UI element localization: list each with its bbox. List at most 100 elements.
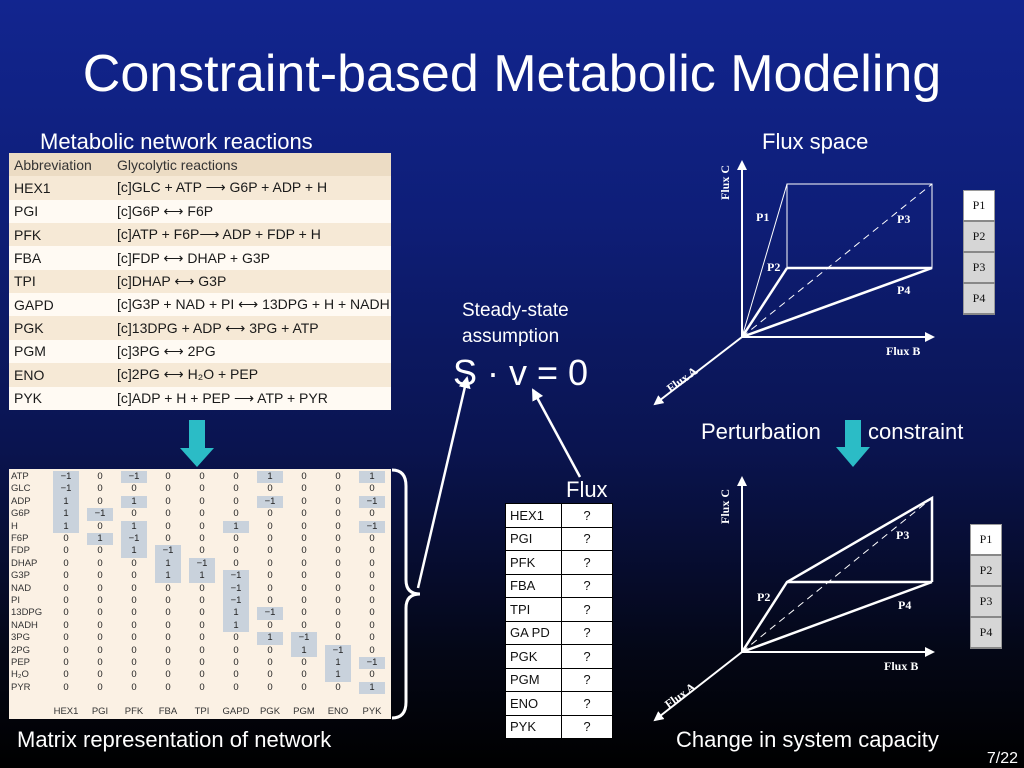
flux-row: PGI? [505, 526, 613, 551]
matrix-reaction-label: PGM [293, 706, 315, 718]
flux-reaction-name: PFK [505, 550, 562, 575]
matrix-cell: 0 [233, 545, 239, 557]
matrix-cell: 0 [267, 681, 273, 693]
matrix-highlight [291, 632, 317, 645]
matrix-highlight [223, 619, 249, 633]
point-legend-bottom: P1 P2 P3 P4 [970, 524, 1002, 649]
stoichiometric-matrix: ATP −1 0 −1 0 0 0 1 0 0 1 GLC −1 0 0 0 0 0 0 0 0 0 ADP 1 0 1 0 0 0 −1… [9, 469, 391, 719]
flux-reaction-name: PGM [505, 667, 562, 692]
matrix-highlight [257, 632, 283, 645]
matrix-highlight [359, 657, 385, 670]
matrix-cell: 0 [131, 657, 137, 668]
matrix-cell: 1 [165, 557, 171, 569]
matrix-highlight [121, 471, 147, 484]
matrix-cell: 1 [131, 520, 137, 532]
matrix-cell: 0 [267, 644, 273, 656]
matrix-reaction-label: PFK [124, 706, 144, 718]
matrix-highlight [223, 595, 249, 608]
matrix-metabolite-label: NAD [11, 582, 32, 594]
matrix-metabolite-label: H [11, 520, 18, 532]
reaction-row: HEX1 [c]GLC + ATP ⟶ G6P + ADP + H [9, 176, 391, 200]
flux-space-plot-bottom [653, 476, 935, 722]
brace-icon [391, 468, 421, 720]
matrix-highlight [189, 570, 215, 583]
matrix-cell: 0 [301, 471, 307, 482]
matrix-reaction-label: GAPD [222, 706, 250, 718]
reaction-abbreviation: PGI [9, 199, 112, 224]
matrix-cell: 0 [165, 632, 171, 644]
matrix-highlight [223, 520, 249, 533]
matrix-cell: 0 [131, 619, 137, 631]
flux-row: HEX1? [505, 503, 613, 528]
legend-p4: P4 [970, 616, 1002, 649]
p4-label-top: P4 [897, 283, 911, 297]
matrix-cell: 0 [131, 557, 137, 569]
matrix-cell: 1 [233, 619, 239, 631]
matrix-cell: 0 [335, 582, 341, 594]
matrix-cell: 0 [369, 607, 375, 619]
matrix-cell: 0 [199, 632, 205, 644]
flux-row: GA PD? [505, 620, 613, 645]
matrix-cell: 0 [131, 595, 137, 606]
matrix-cell: 1 [63, 495, 69, 507]
matrix-cell: 0 [369, 545, 375, 557]
reaction-abbreviation: FBA [9, 246, 112, 270]
matrix-metabolite-label: 3PG [11, 632, 31, 644]
matrix-cell: −1 [94, 508, 106, 520]
matrix-cell: 0 [233, 632, 239, 644]
legend-p2: P2 [970, 554, 1002, 587]
flux-value: ? [561, 691, 613, 716]
reaction-row: PFK [c]ATP + F6P⟶ ADP + FDP + H [9, 223, 391, 247]
matrix-cell: 1 [97, 533, 103, 544]
matrix-highlight [257, 495, 283, 509]
matrix-cell: 1 [233, 607, 239, 619]
matrix-highlight [257, 607, 283, 620]
matrix-cell: 0 [301, 520, 307, 532]
flux-reaction-name: GA PD [505, 620, 562, 645]
matrix-cell: 0 [233, 471, 239, 482]
matrix-cell: 0 [267, 669, 273, 681]
matrix-reaction-label: ENO [327, 706, 349, 718]
matrix-cell: 0 [97, 483, 103, 495]
matrix-to-equation-arrow [416, 376, 471, 589]
matrix-cell: 0 [335, 632, 341, 644]
matrix-cell: 0 [63, 545, 69, 557]
flux-value: ? [561, 667, 613, 692]
matrix-cell: −1 [128, 533, 140, 544]
flux-value: ? [561, 714, 613, 739]
matrix-highlight [359, 520, 385, 533]
matrix-highlight [53, 508, 79, 521]
matrix-highlight [155, 545, 181, 558]
matrix-cell: 0 [199, 669, 205, 681]
p2-label-bottom: P2 [757, 590, 771, 604]
matrix-cell: 0 [199, 619, 205, 631]
matrix-metabolite-label: PI [11, 595, 20, 606]
flux-reaction-name: HEX1 [505, 503, 562, 528]
matrix-cell: 0 [301, 681, 307, 693]
matrix-cell: 0 [301, 595, 307, 606]
matrix-cell: 0 [267, 570, 273, 582]
matrix-reaction-label: PYK [362, 706, 382, 718]
matrix-cell: 0 [233, 681, 239, 693]
reaction-abbreviation: ENO [9, 363, 112, 387]
reactions-header: Glycolytic reactions [112, 153, 391, 177]
reaction-abbreviation: PGM [9, 339, 112, 364]
matrix-highlight [257, 471, 283, 484]
matrix-cell: 0 [335, 619, 341, 631]
reaction-row: PGM [c]3PG ⟷ 2PG [9, 339, 391, 364]
matrix-cell: 0 [335, 471, 341, 482]
matrix-cell: 0 [165, 595, 171, 606]
matrix-metabolite-label: G6P [11, 508, 31, 520]
matrix-cell: 0 [199, 545, 205, 557]
matrix-cell: −1 [264, 495, 276, 507]
flux-row: PYK? [505, 714, 613, 739]
reaction-equation: [c]G3P + NAD + PI ⟷ 13DPG + H + NADH [112, 293, 391, 317]
reaction-abbreviation: PGK [9, 316, 112, 340]
reaction-equation: [c]ADP + H + PEP ⟶ ATP + PYR [112, 386, 391, 410]
matrix-cell: 0 [301, 607, 307, 619]
matrix-cell: 0 [165, 619, 171, 631]
matrix-cell: 1 [63, 520, 69, 532]
matrix-cell: 0 [267, 595, 273, 606]
matrix-metabolite-label: DHAP [11, 557, 38, 569]
matrix-cell: 0 [97, 495, 103, 507]
